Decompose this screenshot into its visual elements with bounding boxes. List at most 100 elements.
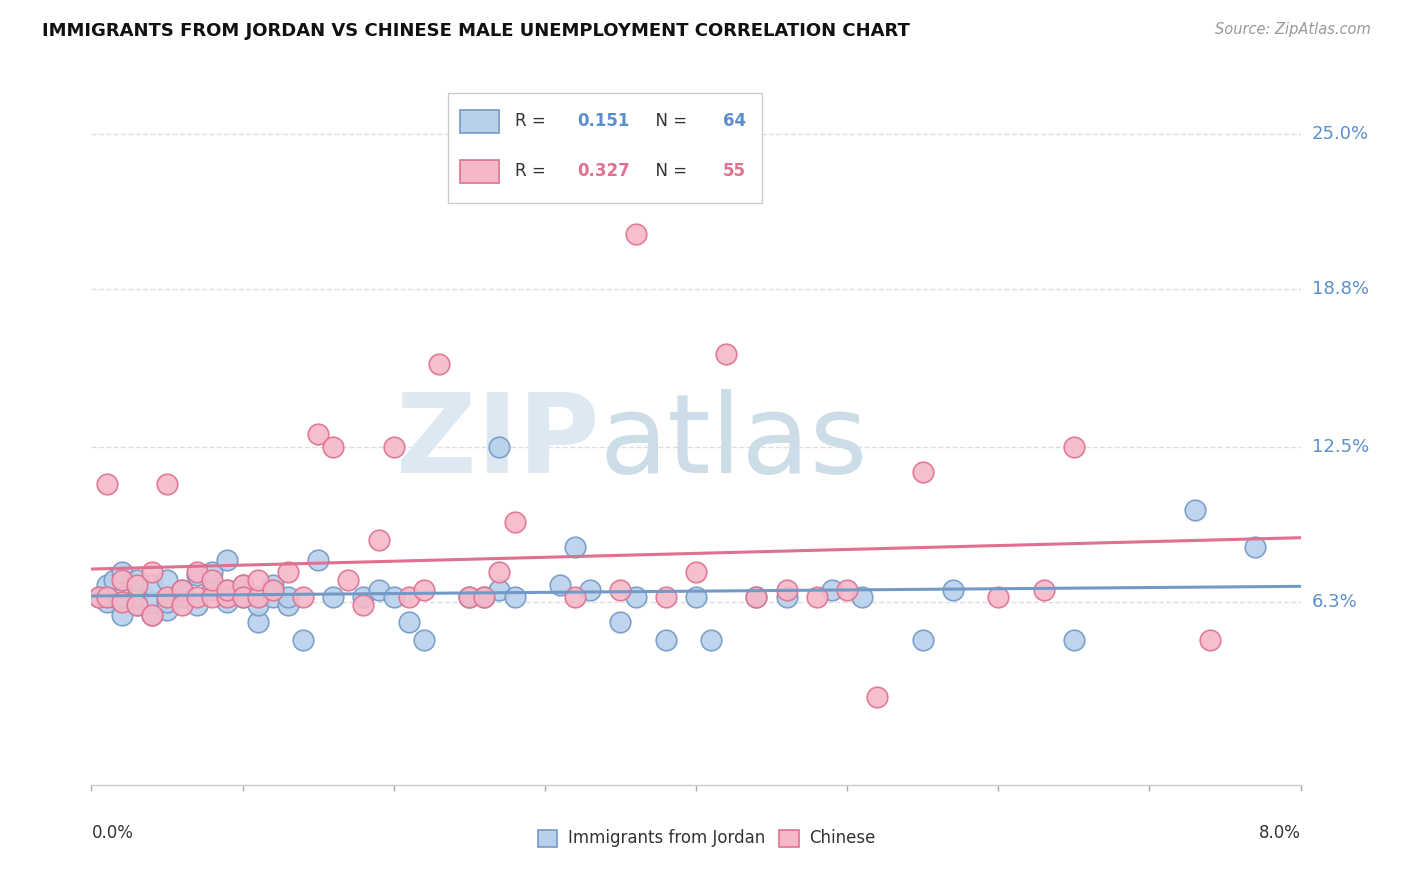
Point [745, 590, 768, 604]
Point [337, 573, 360, 587]
Point [262, 577, 284, 591]
Point [172, 598, 194, 612]
Point [217, 582, 239, 597]
Point [125, 598, 148, 612]
Text: atlas: atlas [599, 389, 868, 496]
Text: 64: 64 [723, 112, 745, 130]
Text: N =: N = [645, 112, 693, 130]
Point [217, 590, 239, 604]
Point [231, 590, 253, 604]
Point [609, 582, 631, 597]
Point [1244, 540, 1267, 554]
Point [141, 607, 163, 622]
Point [201, 573, 224, 587]
Text: 6.3%: 6.3% [1312, 593, 1357, 611]
Text: R =: R = [515, 162, 551, 180]
Point [352, 590, 374, 604]
Text: 0.151: 0.151 [578, 112, 630, 130]
Point [186, 567, 208, 582]
Text: Chinese: Chinese [810, 830, 876, 847]
Point [866, 690, 889, 705]
Point [125, 577, 148, 591]
Point [367, 582, 389, 597]
Text: 0.0%: 0.0% [91, 824, 134, 842]
Point [172, 582, 194, 597]
Point [111, 590, 132, 604]
FancyBboxPatch shape [537, 830, 557, 847]
Point [292, 632, 315, 647]
Point [292, 590, 315, 604]
Point [111, 595, 132, 609]
Point [307, 552, 329, 566]
Point [186, 590, 208, 604]
Point [246, 590, 269, 604]
Point [141, 565, 163, 579]
Point [1063, 632, 1085, 647]
Point [322, 440, 344, 454]
Point [624, 227, 647, 241]
Point [700, 632, 723, 647]
Point [987, 590, 1010, 604]
Point [96, 590, 118, 604]
Text: 25.0%: 25.0% [1312, 125, 1369, 143]
Point [217, 582, 239, 597]
Point [1184, 502, 1206, 516]
Point [201, 582, 224, 597]
Point [745, 590, 768, 604]
Point [96, 595, 118, 609]
Point [685, 565, 707, 579]
Point [125, 590, 148, 604]
Point [277, 565, 299, 579]
Point [277, 598, 299, 612]
Point [685, 590, 707, 604]
Point [307, 427, 329, 442]
Point [367, 533, 389, 547]
Point [186, 598, 208, 612]
Point [201, 565, 224, 579]
Text: R =: R = [515, 112, 551, 130]
Point [125, 573, 148, 587]
Point [111, 607, 132, 622]
Point [217, 552, 239, 566]
Text: IMMIGRANTS FROM JORDAN VS CHINESE MALE UNEMPLOYMENT CORRELATION CHART: IMMIGRANTS FROM JORDAN VS CHINESE MALE U… [42, 22, 910, 40]
Point [156, 590, 179, 604]
Point [851, 590, 873, 604]
Text: Source: ZipAtlas.com: Source: ZipAtlas.com [1215, 22, 1371, 37]
Point [322, 590, 344, 604]
Text: 0.327: 0.327 [578, 162, 630, 180]
Point [87, 590, 110, 604]
Point [911, 632, 934, 647]
Point [231, 590, 253, 604]
Point [262, 590, 284, 604]
FancyBboxPatch shape [449, 93, 762, 203]
Point [382, 440, 405, 454]
Point [654, 590, 676, 604]
Point [141, 607, 163, 622]
Point [246, 615, 269, 630]
FancyBboxPatch shape [460, 110, 499, 133]
Point [172, 582, 194, 597]
Point [776, 582, 799, 597]
Point [156, 573, 179, 587]
Point [503, 515, 526, 529]
Point [111, 573, 132, 587]
Text: N =: N = [645, 162, 693, 180]
Point [488, 440, 510, 454]
Point [262, 582, 284, 597]
FancyBboxPatch shape [779, 830, 799, 847]
Point [231, 577, 253, 591]
Point [277, 590, 299, 604]
Point [503, 590, 526, 604]
Point [472, 590, 495, 604]
Point [398, 590, 420, 604]
Point [714, 347, 737, 361]
Point [246, 598, 269, 612]
Text: 12.5%: 12.5% [1312, 438, 1369, 456]
Point [821, 582, 844, 597]
Point [488, 565, 510, 579]
Point [1198, 632, 1220, 647]
FancyBboxPatch shape [460, 160, 499, 183]
Point [488, 582, 510, 597]
Point [96, 477, 118, 491]
Point [413, 582, 436, 597]
